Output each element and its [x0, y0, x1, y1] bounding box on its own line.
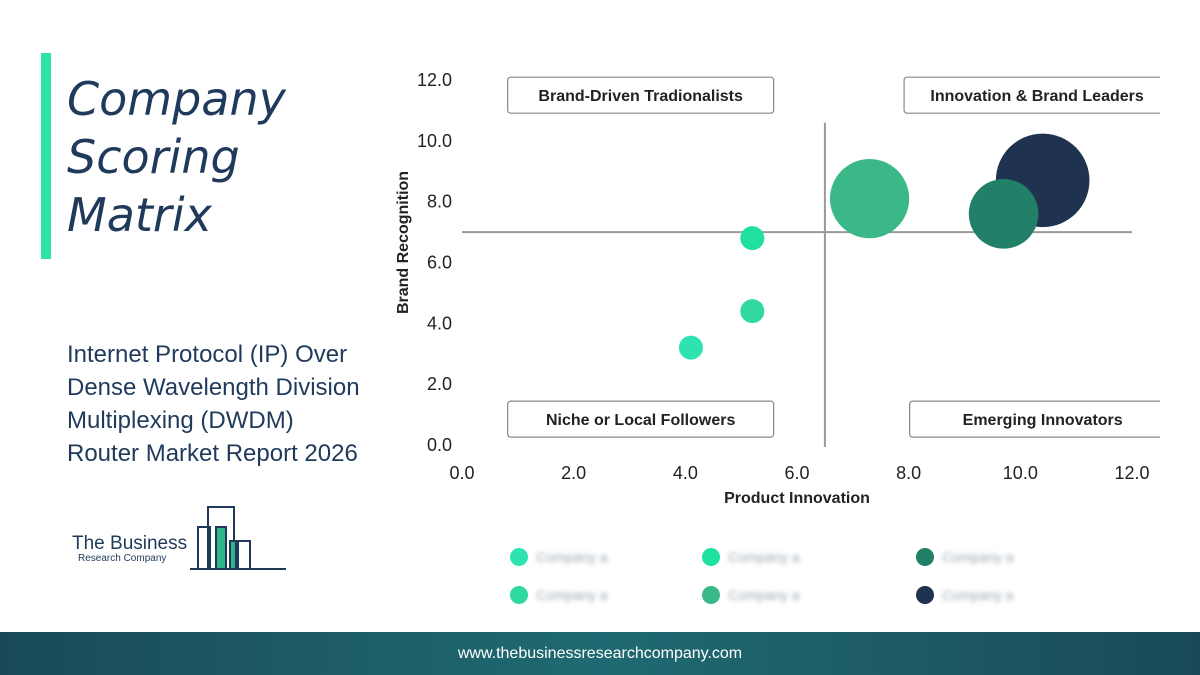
data-point-bubble: [678, 335, 703, 360]
legend-swatch: [916, 586, 934, 604]
data-point-bubble: [740, 226, 765, 251]
legend-label: Company a: [942, 549, 1014, 565]
y-tick-label: 4.0: [427, 313, 452, 333]
y-tick-label: 2.0: [427, 374, 452, 394]
y-tick-label: 12.0: [417, 70, 452, 90]
x-axis-label: Product Innovation: [724, 490, 870, 507]
report-subtitle: Internet Protocol (IP) Over Dense Wavele…: [67, 341, 360, 467]
quadrant-label-top-right: Innovation & Brand Leaders: [930, 88, 1143, 105]
data-point-bubble: [740, 299, 765, 324]
x-tick-label: 8.0: [896, 463, 921, 483]
quadrant-label-bottom-right: Emerging Innovators: [963, 412, 1123, 429]
y-tick-label: 8.0: [427, 192, 452, 212]
logo-name: The Business: [72, 533, 188, 554]
x-tick-label: 4.0: [673, 463, 698, 483]
x-tick-label: 2.0: [561, 463, 586, 483]
chart-legend: Company a Company a Company a Company a Comp…: [500, 540, 1060, 610]
legend-swatch: [510, 548, 528, 566]
page-title: Company Scoring Matrix: [67, 72, 286, 242]
legend-swatch: [702, 586, 720, 604]
legend-label: Company a: [942, 587, 1014, 603]
x-tick-label: 12.0: [1114, 463, 1149, 483]
legend-label: Company a: [728, 549, 800, 565]
logo-subname: Research Company: [78, 553, 167, 564]
legend-label: Company a: [536, 587, 608, 603]
y-tick-label: 10.0: [417, 131, 452, 151]
legend-item: Company a: [702, 586, 800, 604]
accent-bar: [41, 53, 51, 259]
quadrant-label-box: [507, 400, 775, 438]
legend-label: Company a: [536, 549, 608, 565]
y-tick-label: 0.0: [427, 435, 452, 455]
footer-bar: www.thebusinessresearchcompany.com: [0, 632, 1200, 675]
x-tick-label: 10.0: [1003, 463, 1038, 483]
legend-item: Company a: [510, 586, 608, 604]
quadrant-label-box: [903, 76, 1160, 114]
y-tick-label: 6.0: [427, 253, 452, 273]
quadrant-label-box: [507, 76, 775, 114]
legend-item: Company a: [510, 548, 608, 566]
legend-swatch: [510, 586, 528, 604]
legend-label: Company a: [728, 587, 800, 603]
data-point-bubble: [829, 159, 910, 239]
company-logo: The Business Research Company: [70, 505, 290, 575]
legend-item: Company a: [702, 548, 800, 566]
footer-url-link[interactable]: www.thebusinessresearchcompany.com: [457, 644, 743, 662]
legend-item: Company a: [916, 548, 1014, 566]
legend-swatch: [916, 548, 934, 566]
y-axis-label: Brand Recognition: [395, 171, 412, 314]
quadrant-label-bottom-left: Niche or Local Followers: [546, 412, 735, 429]
logo-buildings-icon: [190, 506, 286, 570]
quadrant-label-box: [909, 400, 1160, 438]
legend-item: Company a: [916, 586, 1014, 604]
x-tick-label: 6.0: [784, 463, 809, 483]
quadrant-label-top-left: Brand-Driven Tradionalists: [538, 88, 743, 105]
scoring-matrix-chart: 0.0 2.0 4.0 6.0 8.0 10.0 12.0 0.0 2.0 4.0 6.0 8.0 10…: [395, 70, 1160, 507]
data-point-bubble: [968, 179, 1039, 249]
legend-swatch: [702, 548, 720, 566]
x-tick-label: 0.0: [449, 463, 474, 483]
